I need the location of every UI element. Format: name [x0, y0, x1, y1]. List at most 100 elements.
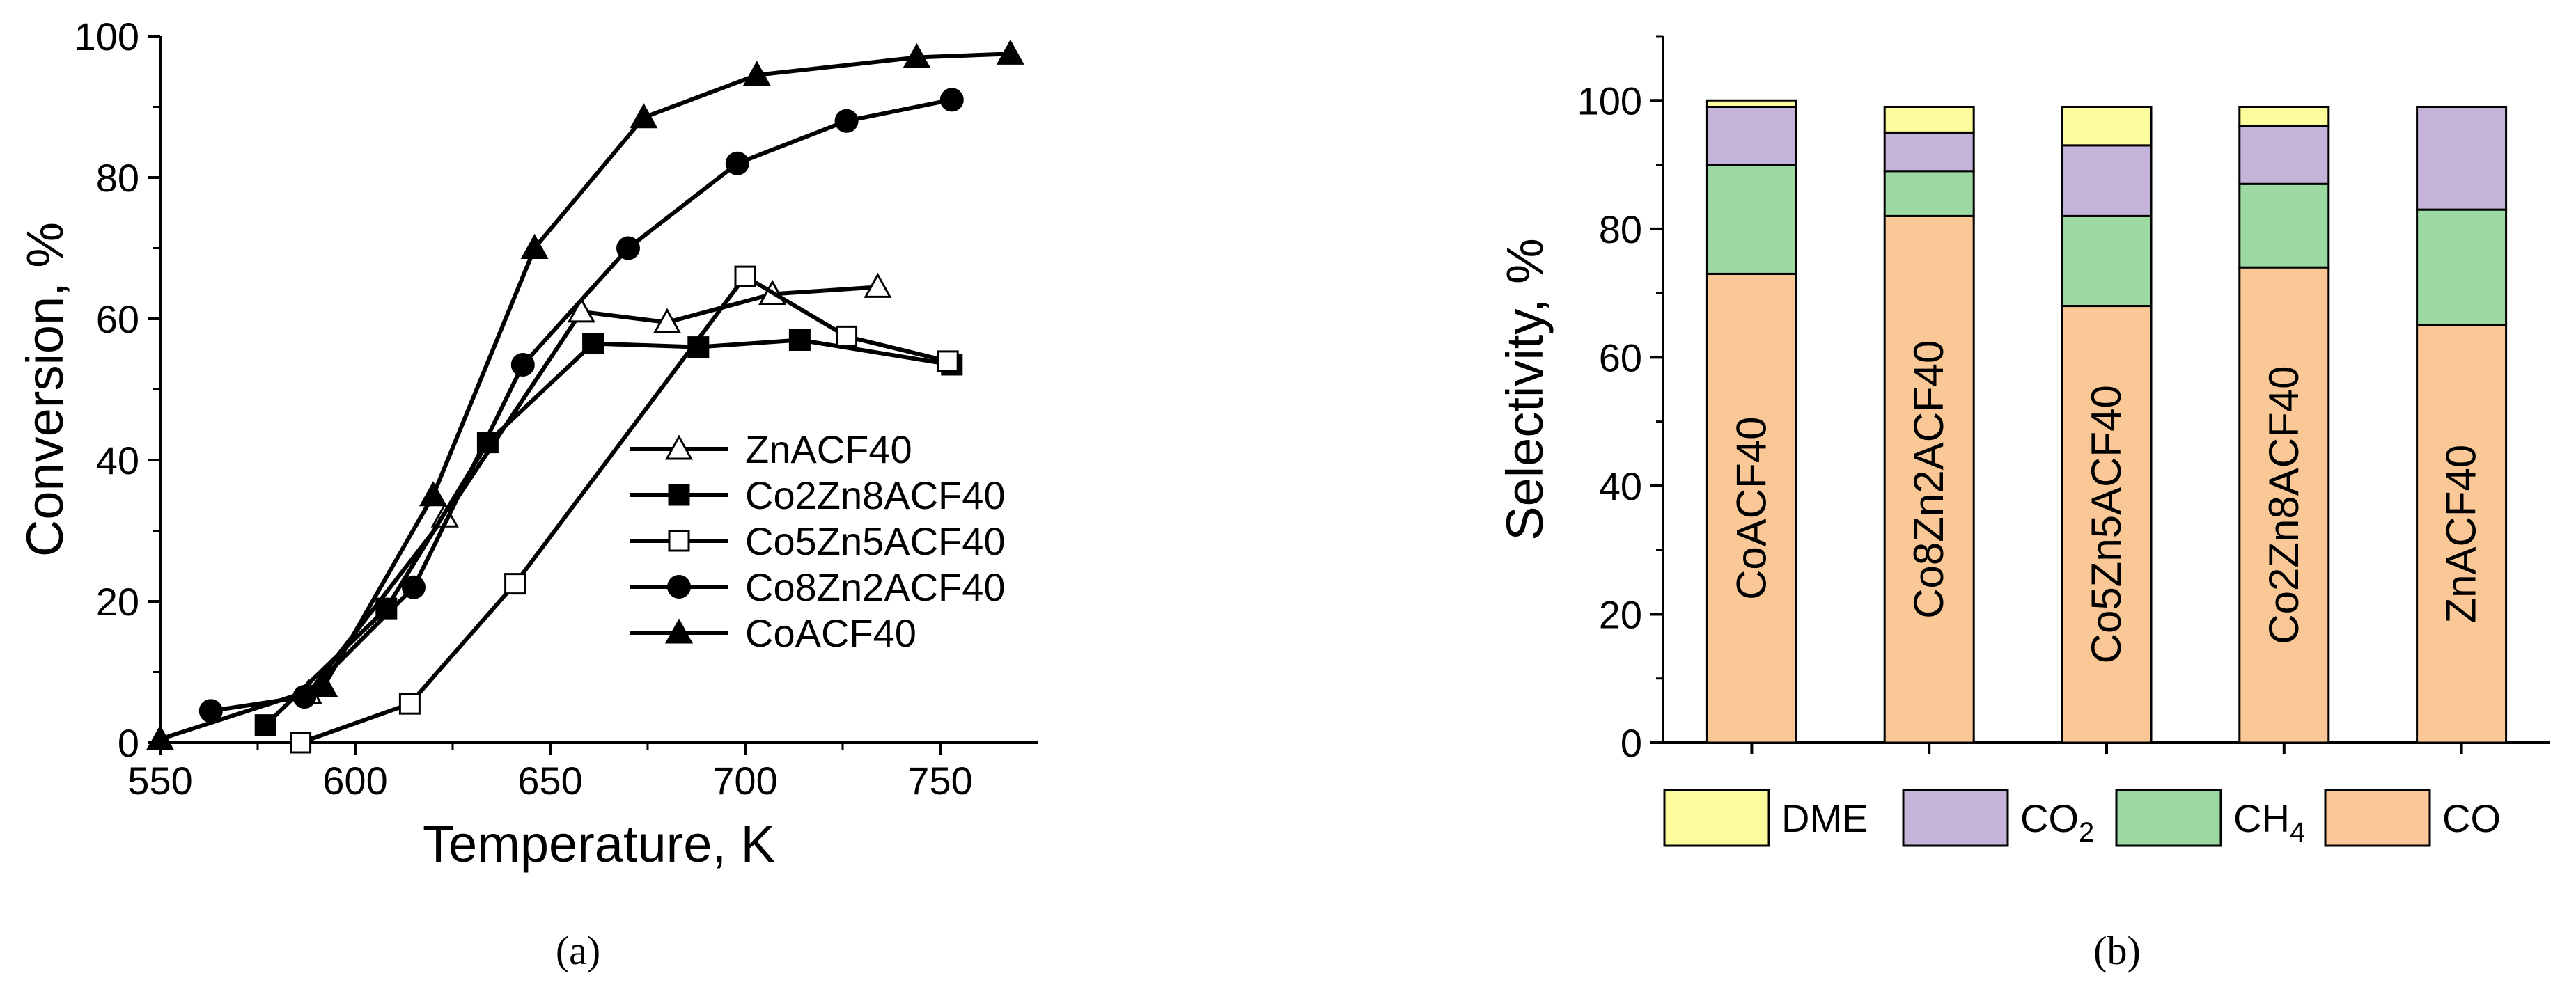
bar-segment-CH4: [2416, 208, 2508, 326]
y-tick-label: 60: [1599, 336, 1642, 379]
data-point: [510, 352, 535, 377]
legend-item: CO2: [1902, 789, 2094, 848]
data-point: [937, 350, 959, 372]
bar-stack-Co2Zn8ACF40: Co2Zn8ACF40: [2238, 106, 2330, 754]
conversion-chart: 550 600 650 700 750 0 20 40 60 80 100 Temperature, …: [16, 15, 1038, 973]
data-point: [398, 693, 421, 715]
legend-item: ZnACF40: [630, 427, 912, 471]
y-tick-label: 0: [1621, 721, 1642, 765]
legend-item: CoACF40: [630, 611, 916, 655]
data-point: [939, 88, 964, 112]
bar-segment-CO: [1705, 272, 1797, 744]
data-point: [834, 109, 859, 133]
legend-label-main: CH: [2233, 796, 2290, 840]
legend-label: Co2Zn8ACF40: [745, 473, 1006, 517]
bar-segment-CO2: [2061, 144, 2153, 217]
x-axis-title: Temperature, K: [423, 815, 775, 873]
legend-item: Co8Zn2ACF40: [630, 565, 1006, 609]
y-tick-label: 100: [75, 15, 139, 58]
data-point: [734, 265, 756, 287]
data-point: [653, 308, 682, 333]
y-tick-label: 40: [1599, 464, 1642, 508]
data-point: [742, 61, 771, 86]
bar-segment-CO: [1883, 214, 1975, 744]
legend-label-main: DME: [1781, 796, 1868, 840]
panel-a-caption: (a): [556, 928, 600, 973]
y-tick-label: 40: [96, 439, 139, 482]
data-point: [402, 575, 426, 599]
bar-segment-CO2: [2238, 125, 2330, 185]
bar-segment-CO2: [2416, 106, 2508, 211]
y-tick-label: 80: [1599, 207, 1642, 251]
y-tick-label: 100: [1577, 79, 1642, 123]
bar-segment-DME: [1705, 99, 1797, 108]
legend-label: CoACF40: [745, 611, 916, 655]
legend-label-main: CO: [2442, 796, 2501, 840]
y-tick-label: 0: [118, 721, 139, 765]
data-point: [504, 573, 526, 595]
bar-segment-CH4: [1705, 164, 1797, 275]
y-tick-label: 80: [96, 156, 139, 200]
bar-category-label: ZnACF40: [2438, 445, 2485, 624]
series-Co5Zn5ACF40: [290, 265, 959, 754]
legend-label: CO2: [2020, 796, 2094, 848]
series-line: [299, 274, 949, 745]
y-tick-label: 60: [96, 297, 139, 341]
data-point: [864, 272, 892, 298]
data-point: [630, 103, 658, 129]
legend-label: ZnACF40: [745, 427, 912, 471]
bar-segment-DME: [2238, 106, 2330, 127]
legend-marker: [668, 530, 690, 552]
data-point: [616, 236, 640, 260]
bar-segment-CO: [2416, 324, 2508, 744]
bar-segment-DME: [1883, 106, 1975, 134]
legend: DME CO2 CH4 CO: [1663, 789, 2501, 848]
y-tick-label: 20: [96, 580, 139, 624]
legend-item: Co2Zn8ACF40: [630, 473, 1006, 517]
x-tick-label: 650: [517, 759, 582, 803]
y-tick-label: 20: [1599, 592, 1642, 636]
bar-segment-CH4: [2238, 182, 2330, 269]
legend-label: Co5Zn5ACF40: [745, 519, 1006, 563]
data-point: [146, 725, 175, 750]
legend-label: Co8Zn2ACF40: [745, 565, 1006, 609]
bar-stack-Co8Zn2ACF40: Co8Zn2ACF40: [1883, 106, 1975, 754]
legend-marker: [668, 484, 690, 506]
data-point: [788, 329, 811, 351]
x-tick-label: 700: [712, 759, 777, 803]
data-point: [903, 42, 931, 68]
data-point: [996, 39, 1024, 65]
y-axis-title: Conversion, %: [16, 222, 74, 557]
bar-segment-CO: [2238, 266, 2330, 744]
data-point: [254, 714, 276, 736]
bar-segment-CH4: [2061, 214, 2153, 308]
bar-segment-DME: [2061, 106, 2153, 147]
x-tick-label: 750: [907, 759, 972, 803]
bar-category-label: Co2Zn8ACF40: [2261, 365, 2307, 644]
legend-marker: [664, 618, 694, 644]
data-point: [725, 151, 749, 175]
legend-marker: [664, 434, 694, 460]
y-axis-title: Selectivity, %: [1496, 238, 1554, 541]
legend-item: CH4: [2115, 789, 2305, 848]
legend-label-subscript: 4: [2290, 817, 2305, 848]
legend-item: DME: [1663, 789, 1868, 847]
bar-stack-CoACF40: CoACF40: [1705, 99, 1797, 754]
data-point: [567, 297, 595, 323]
legend-label: CH4: [2233, 796, 2305, 848]
data-point: [290, 732, 312, 754]
bar-stack-Co5Zn5ACF40: Co5Zn5ACF40: [2061, 106, 2153, 754]
legend-swatch: [2115, 789, 2222, 847]
legend-label-subscript: 2: [2079, 817, 2094, 848]
bar-segment-CO2: [1883, 131, 1975, 173]
x-tick-label: 550: [127, 759, 192, 803]
data-point: [836, 325, 858, 347]
legend-swatch: [2324, 789, 2431, 847]
series-line: [159, 52, 1010, 741]
data-point: [582, 333, 604, 355]
series-Co2Zn8ACF40: [254, 329, 963, 736]
legend-swatch: [1902, 789, 2009, 847]
bar-category-label: CoACF40: [1728, 416, 1774, 599]
legend-marker: [667, 575, 691, 599]
